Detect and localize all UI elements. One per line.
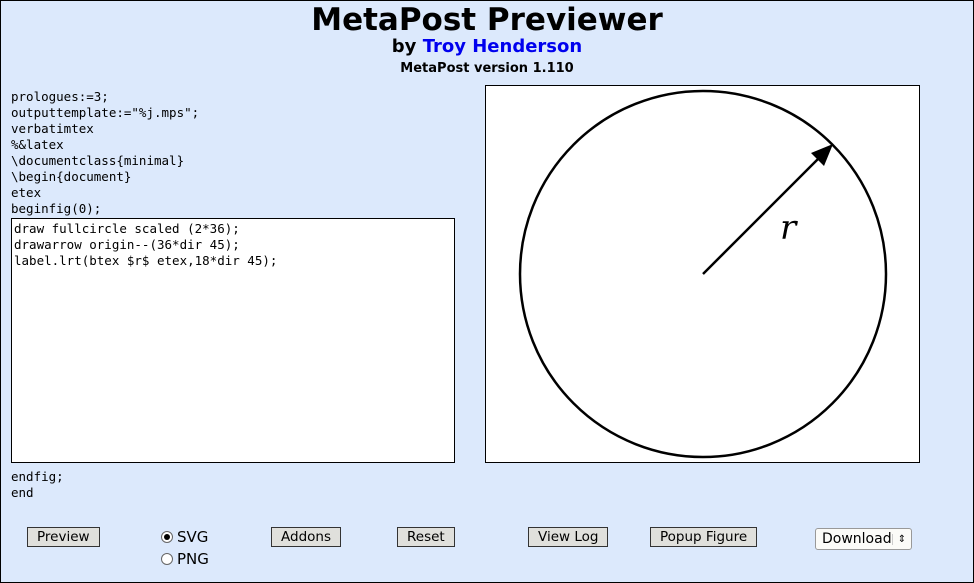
page-title: MetaPost Previewer [311, 2, 663, 38]
version-label: MetaPost version 1.110 [400, 61, 574, 76]
code-postamble: endfig; end [11, 469, 64, 500]
code-editor[interactable] [11, 218, 455, 463]
png-label: PNG [177, 550, 209, 568]
author-link[interactable]: Troy Henderson [422, 36, 583, 57]
popup-figure-button[interactable]: Popup Figure [650, 527, 758, 547]
arrow-line [702, 155, 822, 275]
reset-button[interactable]: Reset [397, 527, 455, 547]
radio-unselected-icon[interactable] [161, 553, 173, 565]
download-select[interactable]: Download ⇕ [815, 528, 912, 550]
download-select-value: Download [822, 531, 892, 547]
svg-label: SVG [177, 528, 209, 546]
byline-prefix: by [391, 36, 417, 57]
radio-selected-icon[interactable] [161, 531, 173, 543]
view-log-button[interactable]: View Log [528, 527, 609, 547]
format-png-radio[interactable]: PNG [161, 550, 209, 568]
circle-shape [518, 89, 888, 459]
updown-chevron-icon: ⇕ [892, 533, 911, 545]
byline: by Troy Henderson [0, 36, 974, 57]
code-preamble: prologues:=3; outputtemplate:="%j.mps"; … [11, 89, 200, 216]
arrow-head [811, 144, 833, 166]
preview-button[interactable]: Preview [27, 527, 100, 547]
figure-svg: r [518, 89, 888, 459]
format-svg-radio[interactable]: SVG [161, 528, 208, 546]
addons-button[interactable]: Addons [271, 527, 341, 547]
figure-preview: r [485, 85, 920, 463]
radius-label: r [780, 208, 798, 248]
